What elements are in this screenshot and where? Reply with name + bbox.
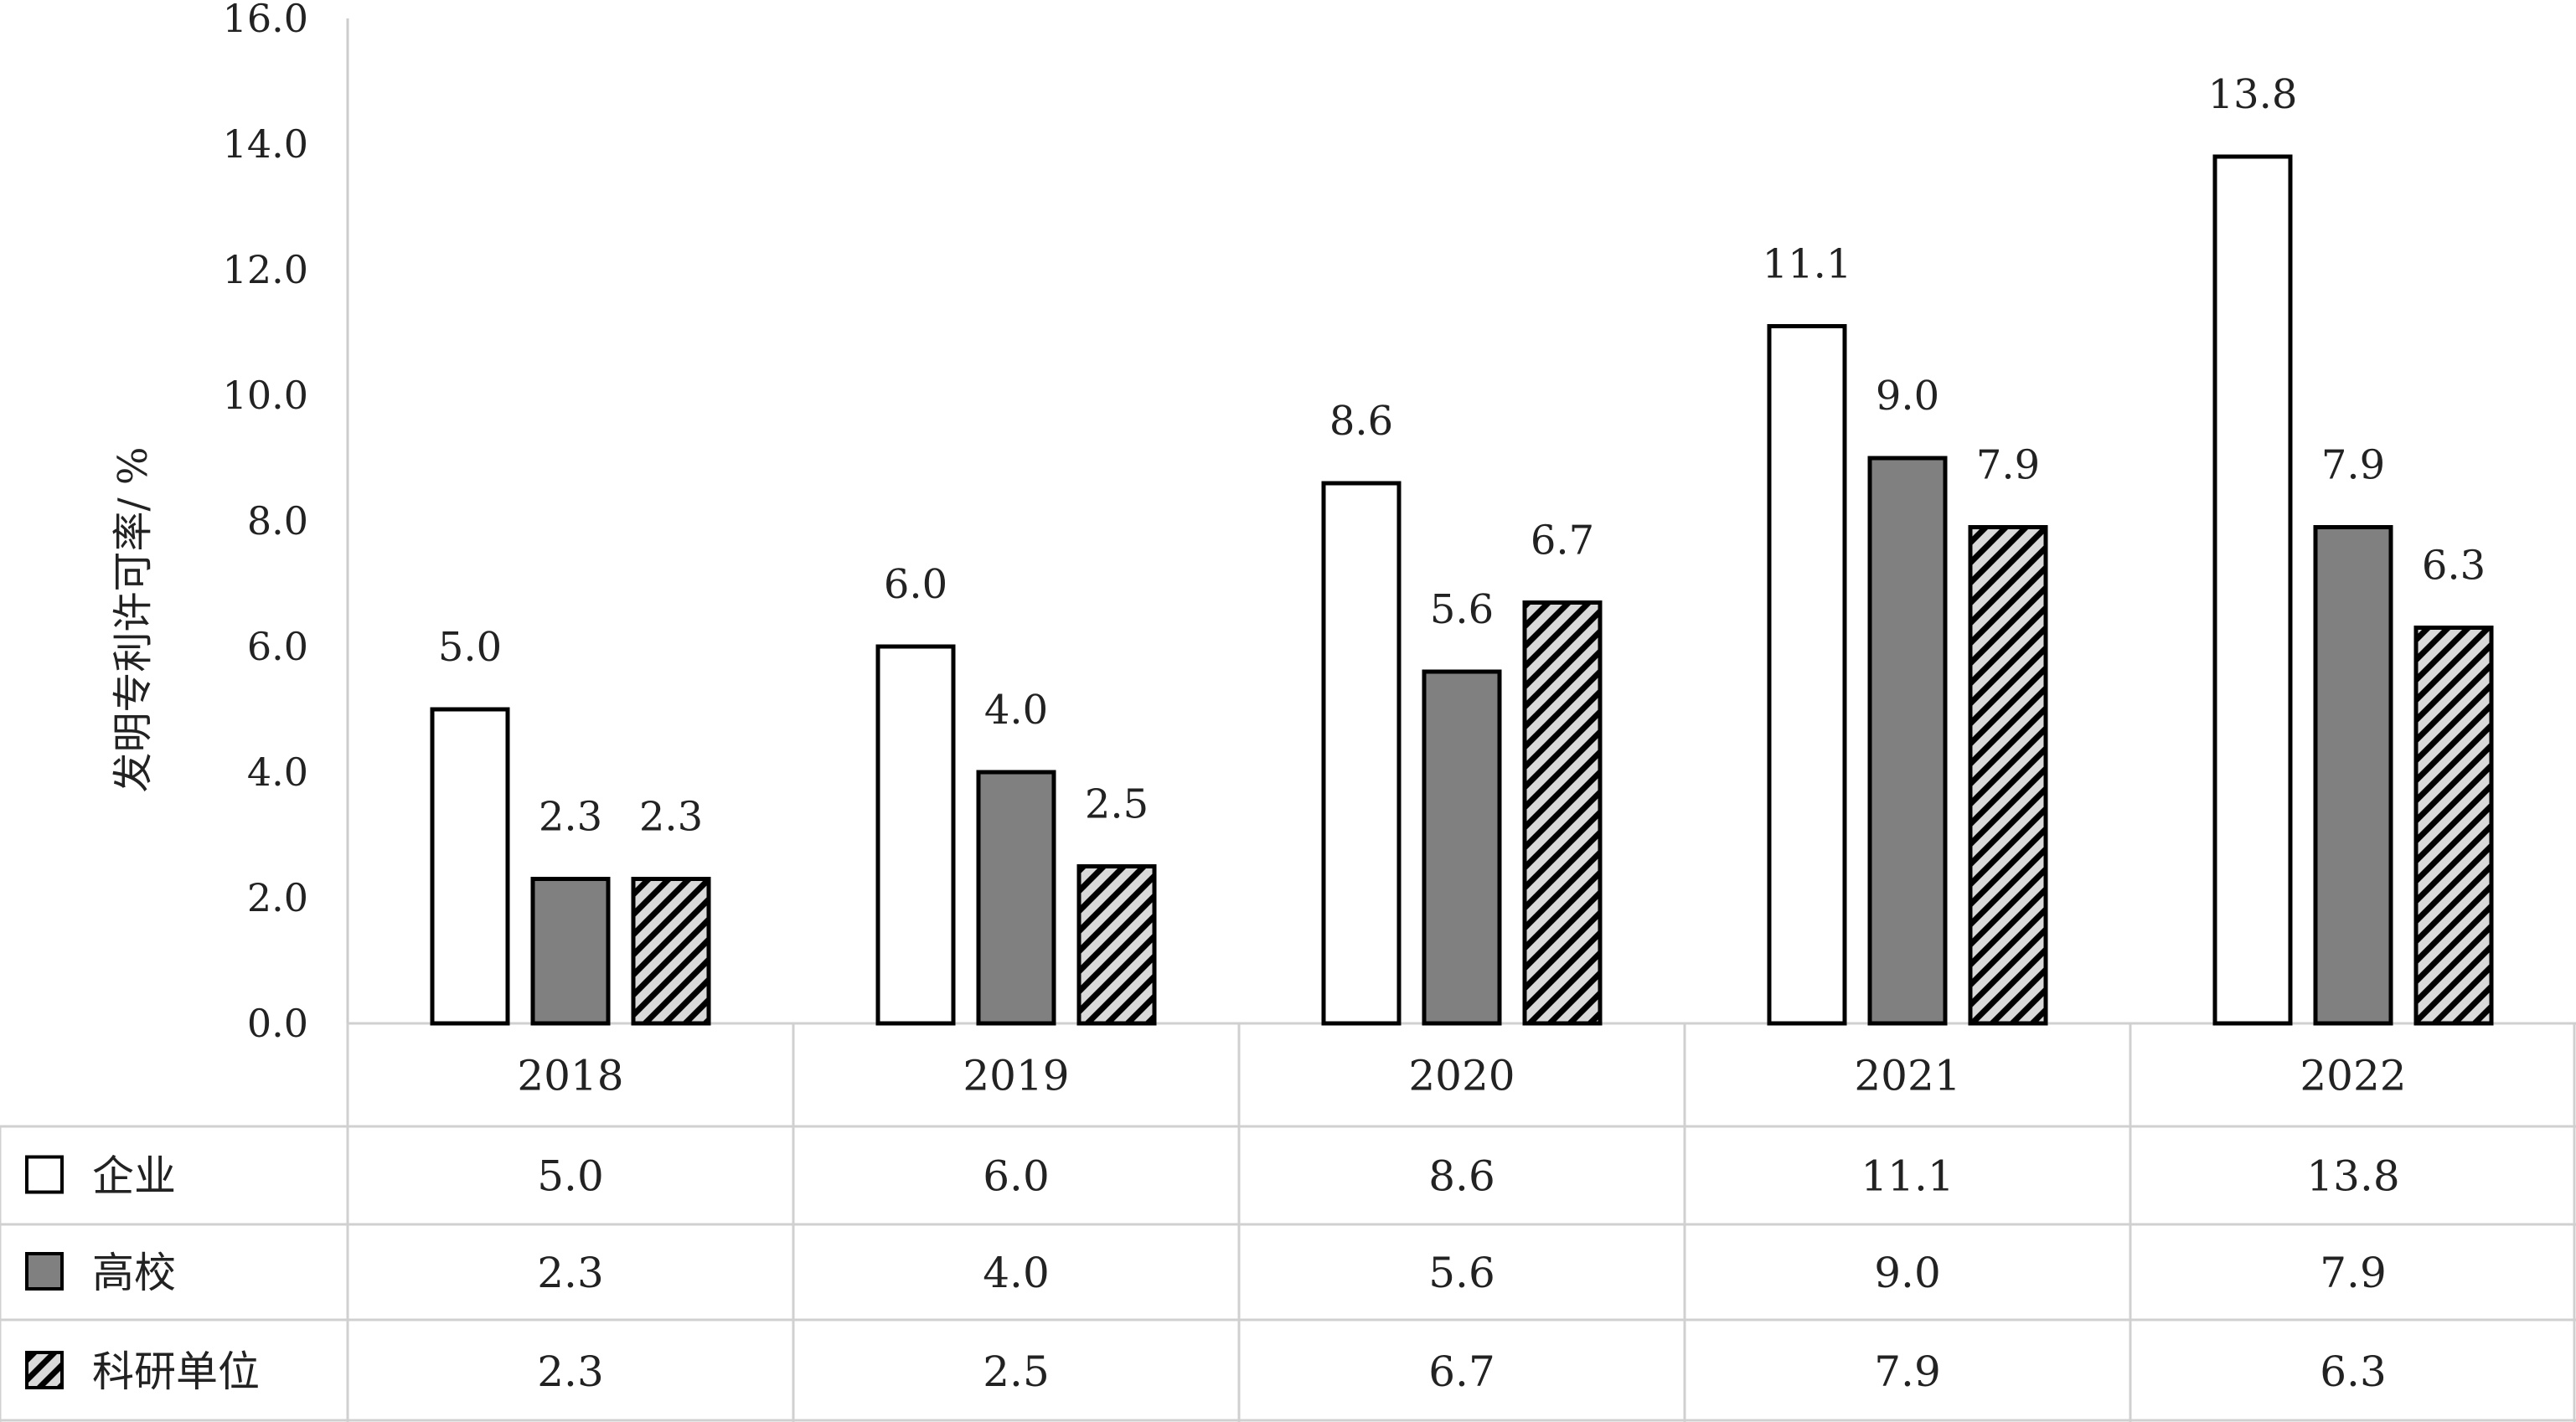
bar [2313, 525, 2393, 1026]
data-label: 5.0 [438, 624, 502, 671]
data-table: 2018 2019 2020 2021 2022 企业 5.0 6.0 8.6 11.1 13.8 高… [0, 1022, 2576, 1422]
data-label: 7.9 [2321, 442, 2385, 489]
bar [631, 877, 711, 1026]
bar [1422, 669, 1502, 1026]
table-cell: 6.0 [983, 1152, 1050, 1201]
legend-label: 企业 [92, 1152, 176, 1201]
y-tick-label: 0.0 [247, 1001, 308, 1046]
bar [1968, 525, 2048, 1026]
bar [530, 877, 611, 1026]
table-cell: 8.6 [1428, 1152, 1495, 1201]
data-label: 13.8 [2208, 71, 2298, 118]
x-category-label: 2021 [1854, 1052, 1960, 1100]
data-label: 8.6 [1329, 398, 1393, 445]
data-label: 6.3 [2422, 543, 2486, 590]
y-tick-label: 16.0 [223, 0, 308, 41]
table-cell: 2.3 [537, 1347, 604, 1396]
data-labels: 5.0 6.0 8.6 11.1 13.8 2.3 4.0 5.6 9.0 7.9 2.3 2.5 6.… [438, 71, 2486, 841]
table-cell: 7.9 [1874, 1347, 1941, 1396]
y-tick-label: 8.0 [247, 498, 308, 544]
y-axis-title: 发明专利许可率/ % [110, 446, 157, 792]
table-cell: 2.5 [983, 1347, 1050, 1396]
x-category-label: 2020 [1408, 1052, 1515, 1100]
bars [430, 154, 2494, 1026]
data-label: 2.5 [1085, 781, 1149, 828]
y-tick-label: 12.0 [223, 247, 308, 292]
data-label: 2.3 [539, 794, 602, 841]
table-cell: 9.0 [1874, 1249, 1941, 1297]
table-cell: 13.8 [2306, 1152, 2399, 1201]
data-label: 6.0 [884, 561, 947, 608]
bar [430, 707, 510, 1026]
y-axis: 0.0 2.0 4.0 6.0 8.0 10.0 12.0 14.0 16.0 [223, 0, 349, 1046]
bar [1522, 600, 1603, 1026]
table-cell: 6.7 [1428, 1347, 1495, 1396]
data-label: 5.6 [1430, 586, 1494, 633]
data-label: 11.1 [1763, 241, 1852, 288]
data-label: 9.0 [1876, 373, 1939, 420]
bar [1867, 456, 1948, 1026]
y-tick-label: 10.0 [223, 373, 308, 418]
bar [1321, 481, 1402, 1026]
legend-label: 高校 [92, 1249, 176, 1297]
data-label: 6.7 [1531, 518, 1594, 564]
legend-swatch [25, 1155, 64, 1194]
bar [1076, 864, 1157, 1026]
x-category-label: 2022 [2300, 1052, 2406, 1100]
y-tick-label: 4.0 [247, 750, 308, 795]
bar [976, 770, 1056, 1026]
legend-label: 科研单位 [92, 1347, 260, 1396]
table-cell: 6.3 [2320, 1347, 2387, 1396]
data-label: 2.3 [639, 794, 703, 841]
table-cell: 7.9 [2320, 1249, 2387, 1297]
bar [2212, 154, 2293, 1026]
bar [2413, 626, 2494, 1026]
y-tick-label: 6.0 [247, 624, 308, 669]
legend-swatch [25, 1351, 64, 1389]
bar [875, 644, 956, 1026]
table-cell: 5.0 [537, 1152, 604, 1201]
bar [1767, 324, 1847, 1026]
data-label: 4.0 [984, 687, 1048, 734]
table-cell: 4.0 [983, 1249, 1050, 1297]
y-tick-label: 14.0 [223, 121, 308, 167]
table-cell: 11.1 [1861, 1152, 1954, 1201]
table-cell: 5.6 [1428, 1249, 1495, 1297]
legend-swatch [25, 1252, 64, 1291]
x-category-label: 2019 [963, 1052, 1069, 1100]
data-label: 7.9 [1976, 442, 2040, 489]
y-tick-label: 2.0 [247, 875, 308, 920]
table-cell: 2.3 [537, 1249, 604, 1297]
x-category-label: 2018 [517, 1052, 623, 1100]
